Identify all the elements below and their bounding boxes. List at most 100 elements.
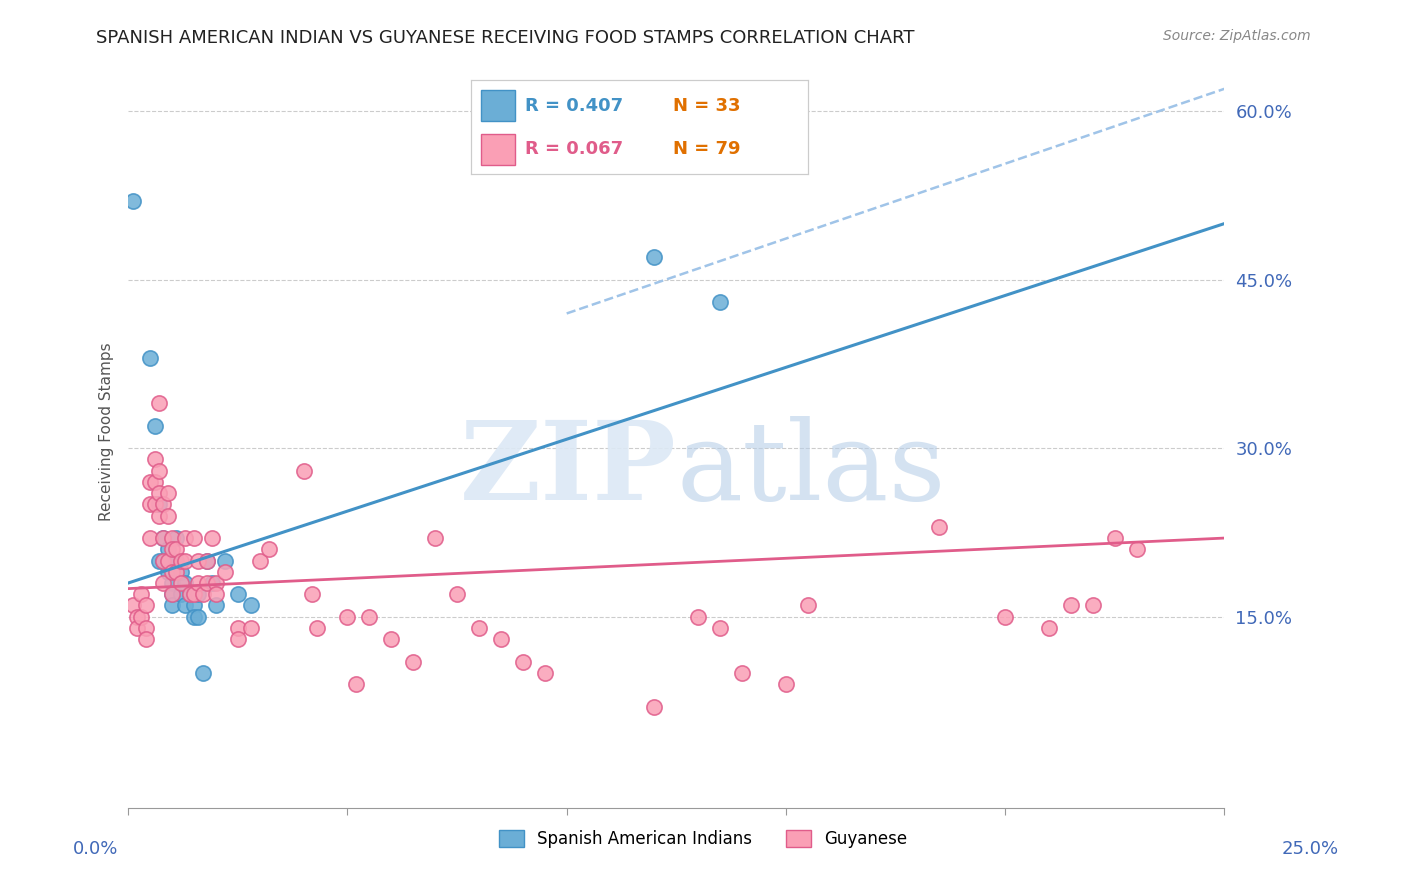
Point bbox=[160, 565, 183, 579]
Point bbox=[195, 553, 218, 567]
Bar bbox=[481, 89, 515, 120]
Point bbox=[131, 609, 153, 624]
Text: ZIP: ZIP bbox=[460, 416, 676, 523]
Text: R = 0.407: R = 0.407 bbox=[524, 96, 623, 114]
Point bbox=[226, 587, 249, 601]
Point bbox=[301, 587, 323, 601]
Point bbox=[643, 250, 665, 264]
Legend: Spanish American Indians, Guyanese: Spanish American Indians, Guyanese bbox=[492, 823, 914, 855]
Point bbox=[160, 531, 183, 545]
Point bbox=[179, 587, 201, 601]
Point bbox=[994, 609, 1017, 624]
Point bbox=[121, 599, 143, 613]
Text: SPANISH AMERICAN INDIAN VS GUYANESE RECEIVING FOOD STAMPS CORRELATION CHART: SPANISH AMERICAN INDIAN VS GUYANESE RECE… bbox=[96, 29, 914, 46]
Text: N = 33: N = 33 bbox=[673, 96, 741, 114]
Point bbox=[160, 587, 183, 601]
Point bbox=[135, 599, 157, 613]
Point bbox=[139, 351, 162, 366]
Point bbox=[170, 576, 193, 591]
Point bbox=[135, 632, 157, 647]
Point bbox=[489, 632, 512, 647]
Point bbox=[148, 396, 170, 410]
Point bbox=[125, 621, 148, 635]
Point bbox=[1081, 599, 1104, 613]
Point bbox=[423, 531, 446, 545]
Point bbox=[187, 553, 209, 567]
Point bbox=[121, 194, 143, 208]
Point bbox=[1104, 531, 1126, 545]
Bar bbox=[481, 134, 515, 164]
Text: R = 0.067: R = 0.067 bbox=[524, 140, 623, 158]
Point bbox=[143, 418, 166, 433]
Point bbox=[152, 531, 174, 545]
Point bbox=[187, 609, 209, 624]
Point bbox=[240, 621, 263, 635]
Point bbox=[402, 655, 425, 669]
Point bbox=[139, 531, 162, 545]
Point bbox=[174, 553, 197, 567]
Point bbox=[359, 609, 381, 624]
Point bbox=[131, 587, 153, 601]
Point bbox=[152, 497, 174, 511]
Point bbox=[152, 553, 174, 567]
Point bbox=[143, 497, 166, 511]
Point bbox=[170, 553, 193, 567]
Point bbox=[143, 452, 166, 467]
Point bbox=[170, 587, 193, 601]
Point bbox=[187, 587, 209, 601]
Point bbox=[179, 587, 201, 601]
Point bbox=[160, 542, 183, 557]
Point bbox=[446, 587, 468, 601]
Point bbox=[152, 553, 174, 567]
Point bbox=[156, 553, 179, 567]
Point bbox=[226, 632, 249, 647]
Point bbox=[1038, 621, 1060, 635]
Point bbox=[191, 587, 214, 601]
Point bbox=[135, 621, 157, 635]
Point bbox=[187, 576, 209, 591]
Point bbox=[148, 553, 170, 567]
Point bbox=[166, 565, 188, 579]
Point bbox=[205, 576, 228, 591]
Point bbox=[156, 486, 179, 500]
Point bbox=[139, 475, 162, 489]
Point bbox=[152, 576, 174, 591]
Point bbox=[183, 609, 205, 624]
Point bbox=[200, 531, 222, 545]
Point bbox=[183, 531, 205, 545]
Point bbox=[148, 508, 170, 523]
Text: Source: ZipAtlas.com: Source: ZipAtlas.com bbox=[1163, 29, 1310, 43]
Point bbox=[205, 587, 228, 601]
Text: atlas: atlas bbox=[676, 416, 946, 523]
Y-axis label: Receiving Food Stamps: Receiving Food Stamps bbox=[100, 342, 114, 521]
Point bbox=[174, 576, 197, 591]
Point bbox=[160, 599, 183, 613]
Point bbox=[139, 497, 162, 511]
Point bbox=[156, 565, 179, 579]
Point bbox=[160, 587, 183, 601]
Point bbox=[148, 486, 170, 500]
Point bbox=[166, 542, 188, 557]
Point bbox=[191, 665, 214, 680]
Point bbox=[928, 520, 950, 534]
Point bbox=[709, 295, 731, 310]
Point bbox=[512, 655, 534, 669]
Text: N = 79: N = 79 bbox=[673, 140, 741, 158]
Point bbox=[195, 553, 218, 567]
Point bbox=[166, 553, 188, 567]
Point bbox=[183, 599, 205, 613]
Point bbox=[1125, 542, 1147, 557]
Point bbox=[380, 632, 402, 647]
Point bbox=[174, 599, 197, 613]
Point bbox=[214, 565, 236, 579]
Point bbox=[305, 621, 328, 635]
Point bbox=[643, 699, 665, 714]
Point bbox=[249, 553, 271, 567]
Point bbox=[688, 609, 710, 624]
Point bbox=[174, 531, 197, 545]
Point bbox=[257, 542, 280, 557]
Point bbox=[797, 599, 820, 613]
Point bbox=[160, 576, 183, 591]
Point bbox=[336, 609, 359, 624]
Point bbox=[533, 665, 555, 680]
